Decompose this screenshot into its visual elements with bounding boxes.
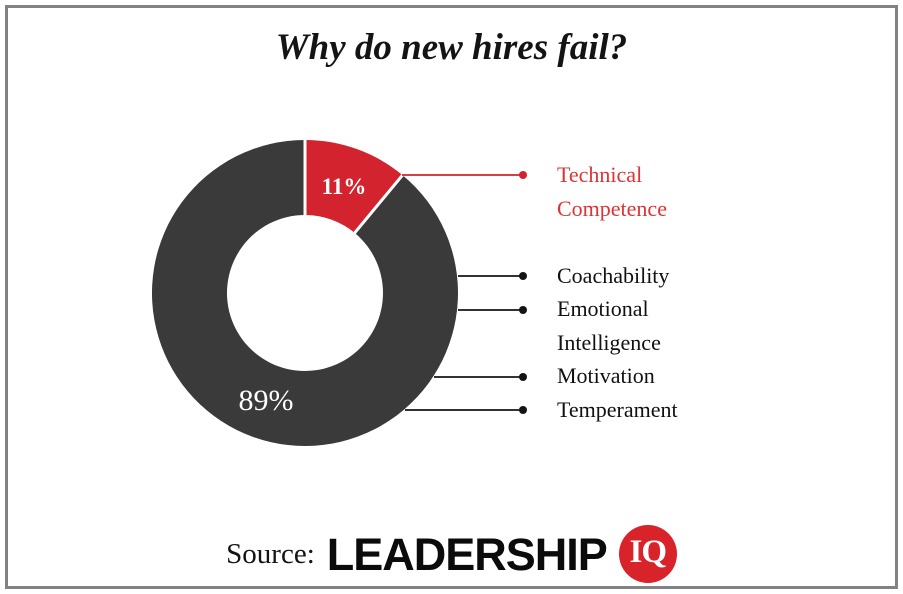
callout-coachability: Coachability <box>557 262 670 288</box>
callout-emotional-intelligence: Emotional Intelligence <box>557 296 661 355</box>
chart-title: Why do new hires fail? <box>275 27 628 68</box>
leader-dot <box>519 306 527 314</box>
slice-value-other-factors: 89% <box>238 384 294 417</box>
leader-dot <box>519 406 527 414</box>
leadershipiq-wordmark: LEADERSHIP <box>326 528 608 580</box>
source-row: Source: LEADERSHIP IQ <box>0 523 903 585</box>
slice-value-technical-competence: 11% <box>321 174 367 199</box>
slice-gap <box>352 173 405 236</box>
slice-technical-competence <box>305 140 403 233</box>
leader-dot <box>519 171 527 179</box>
callout-label-column: Technical Competence Coachability Emotio… <box>557 158 732 426</box>
leadershipiq-logo-badge: IQ <box>618 525 677 583</box>
callout-motivation: Motivation <box>557 363 655 388</box>
source-label: Source: <box>226 537 315 570</box>
callout-temperament: Temperament <box>557 396 678 422</box>
leader-dot <box>519 272 527 280</box>
callout-technical-competence: Technical Competence <box>557 162 667 221</box>
slice-other-factors <box>151 140 458 446</box>
leader-dot <box>519 373 527 381</box>
